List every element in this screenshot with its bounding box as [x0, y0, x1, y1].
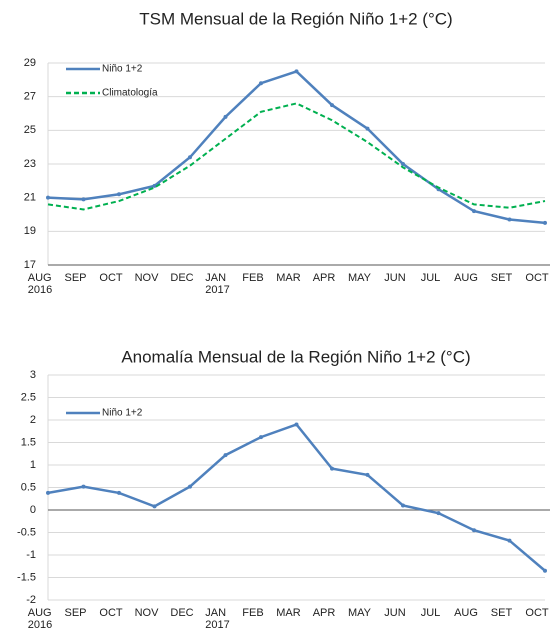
x-tick-label: SEP — [64, 607, 87, 619]
point — [543, 568, 547, 573]
x-tick-label: MAR — [276, 272, 301, 284]
point — [365, 126, 370, 131]
x-tick-label: JUL — [420, 607, 441, 619]
point — [223, 114, 228, 119]
x-tick-label: JAN 2017 — [205, 607, 230, 631]
chart-title: Anomalía Mensual de la Región Niño 1+2 (… — [121, 347, 470, 366]
y-tick-label: 0 — [30, 504, 36, 516]
point — [401, 162, 405, 166]
y-tick-label: 19 — [24, 225, 36, 237]
y-tick-label: 27 — [24, 91, 36, 103]
legend-label: Niño 1+2 — [102, 64, 143, 75]
x-tick-label: MAR — [276, 607, 301, 619]
x-tick-label: SEP — [64, 272, 87, 284]
point — [472, 209, 476, 214]
y-tick-label: -1.5 — [17, 571, 36, 583]
point — [436, 511, 441, 516]
x-tick-label: FEB — [242, 272, 264, 284]
point — [294, 69, 299, 74]
x-tick-label: SET — [490, 272, 513, 284]
y-tick-label: 25 — [24, 124, 36, 136]
x-tick-label: JUN — [384, 607, 406, 619]
point — [507, 538, 512, 543]
y-tick-label: 3 — [30, 369, 36, 381]
series-line — [47, 102, 546, 211]
point — [259, 435, 263, 440]
y-tick-label: 23 — [24, 158, 36, 170]
x-tick-label: JAN 2017 — [205, 272, 230, 296]
x-tick-label: APR — [312, 607, 336, 619]
y-tick-label: 0.5 — [21, 481, 36, 493]
point — [330, 103, 334, 108]
point — [81, 197, 86, 202]
series-line — [47, 423, 546, 572]
x-tick-label: DEC — [170, 272, 194, 284]
point — [259, 81, 263, 86]
point — [81, 484, 86, 489]
point — [188, 155, 192, 160]
x-tick-label: OCT — [99, 607, 123, 619]
y-tick-label: 2.5 — [21, 391, 36, 403]
y-tick-label: 17 — [24, 259, 36, 271]
y-tick-label: 29 — [24, 57, 36, 69]
point — [46, 195, 50, 200]
chart-title: TSM Mensual de la Región Niño 1+2 (°C) — [139, 9, 452, 28]
point — [117, 490, 121, 495]
x-tick-label: FEB — [242, 607, 264, 619]
x-tick-label: DEC — [170, 607, 194, 619]
x-tick-label: AUG 2016 — [27, 607, 53, 631]
x-tick-label: OCT — [99, 272, 123, 284]
y-tick-label: 2 — [30, 414, 36, 426]
point — [117, 192, 121, 197]
point — [472, 528, 476, 533]
x-tick-label: NOV — [134, 272, 159, 284]
x-tick-label: AUG — [454, 272, 478, 284]
y-tick-label: -1 — [26, 549, 36, 561]
x-tick-label: AUG 2016 — [27, 272, 53, 296]
x-tick-label: OCT — [525, 272, 549, 284]
point — [223, 453, 228, 458]
x-tick-label: NOV — [134, 607, 159, 619]
y-tick-label: 21 — [24, 192, 36, 204]
x-tick-label: MAY — [347, 272, 372, 284]
x-tick-label: JUN — [384, 272, 406, 284]
point — [152, 504, 157, 509]
y-tick-label: 1.5 — [21, 436, 36, 448]
point — [543, 220, 547, 225]
x-tick-label: APR — [312, 272, 336, 284]
x-tick-label: JUL — [420, 272, 441, 284]
legend-label: Climatología — [102, 88, 158, 99]
x-tick-label: AUG — [454, 607, 478, 619]
x-tick-label: OCT — [525, 607, 549, 619]
y-tick-label: -2 — [26, 594, 36, 606]
point — [330, 466, 334, 471]
y-tick-label: 1 — [30, 459, 36, 471]
x-tick-label: SET — [490, 607, 513, 619]
legend-label: Niño 1+2 — [102, 408, 143, 419]
point — [188, 484, 192, 489]
point — [46, 490, 50, 495]
point — [294, 422, 299, 427]
x-tick-label: MAY — [347, 607, 372, 619]
point — [401, 503, 405, 508]
point — [507, 217, 512, 222]
point — [152, 183, 157, 188]
y-tick-label: -0.5 — [17, 526, 36, 538]
point — [365, 472, 370, 477]
